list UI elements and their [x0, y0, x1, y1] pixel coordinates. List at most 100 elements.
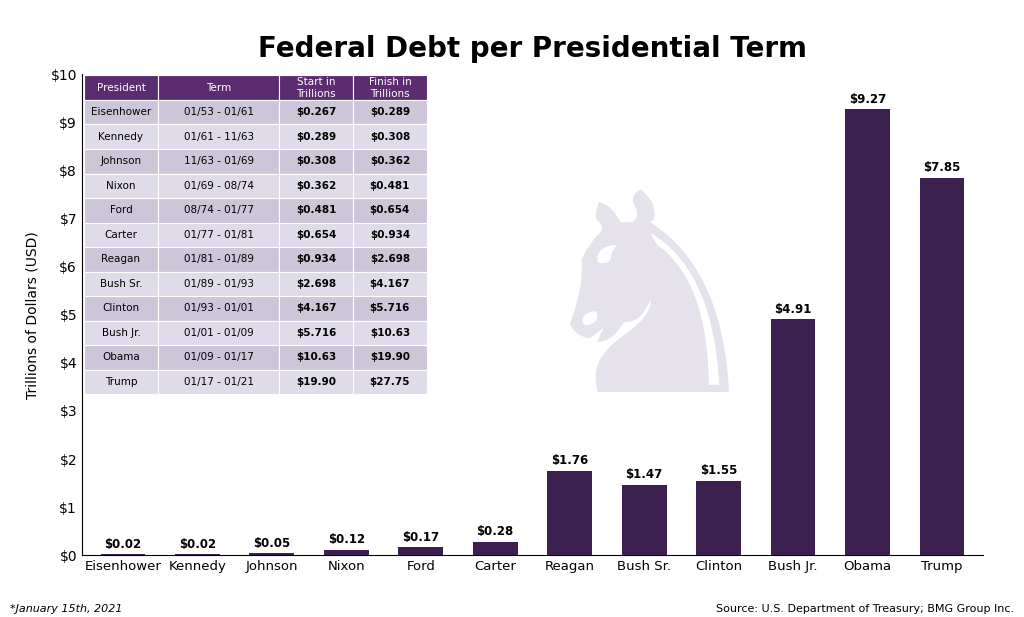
Y-axis label: Trillions of Dollars (USD): Trillions of Dollars (USD) [26, 231, 40, 399]
Bar [353, 247, 427, 271]
Text: $19.90: $19.90 [296, 377, 336, 387]
Bar [158, 100, 280, 125]
Text: $0.05: $0.05 [253, 537, 291, 550]
Bar [353, 296, 427, 321]
Bar [548, 471, 592, 555]
Text: $0.02: $0.02 [104, 538, 141, 551]
Bar [158, 198, 280, 223]
Bar [158, 370, 280, 394]
Text: 01/81 - 01/89: 01/81 - 01/89 [183, 254, 254, 264]
Bar [280, 296, 353, 321]
Text: $0.289: $0.289 [370, 107, 410, 117]
Bar [473, 542, 517, 555]
Bar [100, 554, 145, 555]
Bar [622, 484, 667, 555]
Text: Term: Term [206, 83, 231, 93]
Bar [280, 223, 353, 247]
Text: $4.167: $4.167 [370, 279, 411, 289]
Bar [84, 75, 158, 100]
Bar [84, 345, 158, 370]
Bar [158, 247, 280, 271]
Text: $10.63: $10.63 [370, 328, 410, 338]
Text: Trump: Trump [104, 377, 137, 387]
Bar [920, 178, 965, 555]
Bar [353, 173, 427, 198]
Bar [353, 223, 427, 247]
Text: $10.63: $10.63 [296, 352, 336, 362]
Bar [353, 100, 427, 125]
Bar [250, 553, 294, 555]
Bar [398, 547, 443, 555]
Text: Nixon: Nixon [106, 181, 136, 191]
Text: $4.167: $4.167 [296, 304, 337, 313]
Text: $0.654: $0.654 [370, 205, 410, 215]
Text: $0.481: $0.481 [296, 205, 337, 215]
Text: $2.698: $2.698 [370, 254, 410, 264]
Text: $5.716: $5.716 [370, 304, 410, 313]
Bar [158, 149, 280, 173]
Text: $0.308: $0.308 [296, 156, 336, 166]
Text: 08/74 - 01/77: 08/74 - 01/77 [183, 205, 254, 215]
Bar [353, 271, 427, 296]
Bar [280, 321, 353, 345]
Bar [84, 247, 158, 271]
Bar [84, 321, 158, 345]
Bar [280, 149, 353, 173]
Bar [84, 173, 158, 198]
Text: 01/89 - 01/93: 01/89 - 01/93 [183, 279, 254, 289]
Text: $0.934: $0.934 [296, 254, 336, 264]
Bar [353, 149, 427, 173]
Bar [353, 125, 427, 149]
Bar [353, 370, 427, 394]
Bar [353, 198, 427, 223]
Bar [280, 173, 353, 198]
Bar [175, 554, 220, 555]
Text: Source: U.S. Department of Treasury; BMG Group Inc.: Source: U.S. Department of Treasury; BMG… [716, 604, 1014, 614]
Bar [353, 75, 427, 100]
Text: $0.362: $0.362 [370, 156, 410, 166]
Text: 01/53 - 01/61: 01/53 - 01/61 [183, 107, 254, 117]
Text: $1.47: $1.47 [626, 468, 663, 481]
Bar [771, 319, 815, 555]
Text: Reagan: Reagan [101, 254, 140, 264]
Text: Johnson: Johnson [100, 156, 141, 166]
Text: *January 15th, 2021: *January 15th, 2021 [10, 604, 123, 614]
Text: ♞: ♞ [525, 180, 774, 450]
Text: Bush Jr.: Bush Jr. [101, 328, 140, 338]
Text: 11/63 - 01/69: 11/63 - 01/69 [183, 156, 254, 166]
Bar [324, 550, 369, 555]
Bar [158, 296, 280, 321]
Text: $0.28: $0.28 [476, 526, 514, 539]
Text: $0.17: $0.17 [402, 531, 439, 544]
Bar [84, 198, 158, 223]
Text: Start in
Trillions: Start in Trillions [296, 77, 336, 99]
Text: $0.267: $0.267 [296, 107, 337, 117]
Bar [84, 149, 158, 173]
Text: $0.934: $0.934 [370, 230, 410, 240]
Text: President: President [96, 83, 145, 93]
Text: $1.76: $1.76 [551, 454, 589, 467]
Text: $0.362: $0.362 [296, 181, 336, 191]
Bar [280, 125, 353, 149]
Text: Ford: Ford [110, 205, 132, 215]
Text: $4.91: $4.91 [774, 302, 812, 316]
Text: Bush Sr.: Bush Sr. [99, 279, 142, 289]
Text: Kennedy: Kennedy [98, 132, 143, 142]
Bar [280, 370, 353, 394]
Bar [84, 125, 158, 149]
Bar [280, 271, 353, 296]
Text: 01/93 - 01/01: 01/93 - 01/01 [183, 304, 254, 313]
Text: Obama: Obama [102, 352, 140, 362]
Text: Eisenhower: Eisenhower [91, 107, 152, 117]
Bar [158, 125, 280, 149]
Text: 01/17 - 01/21: 01/17 - 01/21 [183, 377, 254, 387]
Bar [696, 481, 741, 555]
Text: $0.481: $0.481 [370, 181, 410, 191]
Title: Federal Debt per Presidential Term: Federal Debt per Presidential Term [258, 35, 807, 64]
Text: $9.27: $9.27 [849, 93, 886, 106]
Text: 01/69 - 08/74: 01/69 - 08/74 [183, 181, 254, 191]
Text: $0.289: $0.289 [296, 132, 336, 142]
Bar [280, 247, 353, 271]
Bar [845, 109, 890, 555]
Text: $19.90: $19.90 [370, 352, 410, 362]
